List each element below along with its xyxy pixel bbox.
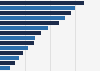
Bar: [0, 16, 65, 20]
Bar: [0, 51, 22, 55]
Bar: [0, 36, 35, 40]
Bar: [0, 1, 84, 5]
Bar: [0, 6, 75, 10]
Bar: [0, 46, 28, 50]
Bar: [0, 61, 15, 65]
Bar: [0, 31, 41, 35]
Bar: [0, 26, 48, 30]
Bar: [0, 41, 34, 45]
Bar: [0, 21, 59, 25]
Bar: [0, 56, 19, 60]
Bar: [0, 11, 71, 15]
Bar: [0, 66, 10, 70]
